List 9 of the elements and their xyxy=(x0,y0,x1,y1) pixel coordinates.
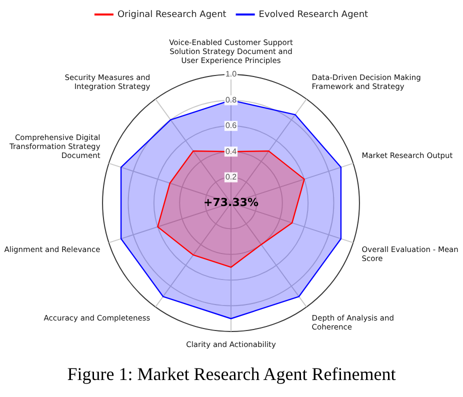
y-tick-label: 0.4 xyxy=(225,146,238,156)
y-tick-label: 0.6 xyxy=(225,121,238,130)
y-tick-label: 0.2 xyxy=(225,172,238,182)
y-tick-label: 0.8 xyxy=(225,95,238,104)
legend-label: Evolved Research Agent xyxy=(258,10,369,20)
y-tick-label: 1.0 xyxy=(225,70,238,79)
legend-label: Original Research Agent xyxy=(117,10,227,20)
text: +73.33% xyxy=(203,196,259,209)
text: Figure 1: Market Research Agent Refinement xyxy=(66,364,397,385)
